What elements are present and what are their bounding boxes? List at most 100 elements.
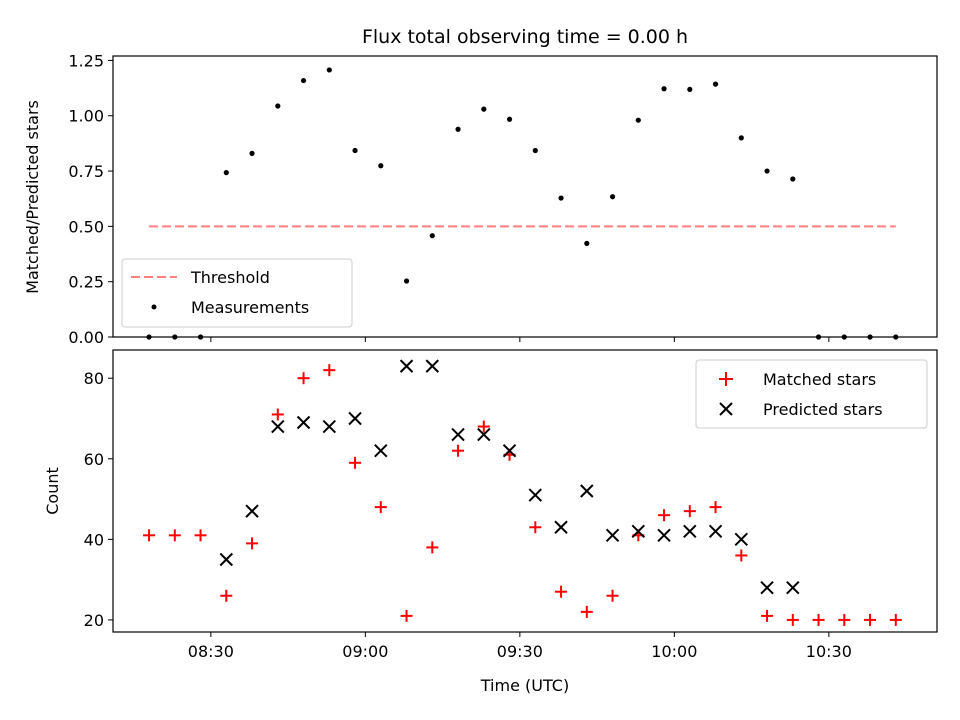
measurement-point bbox=[300, 77, 307, 84]
measurement-point bbox=[378, 163, 384, 169]
predicted-point bbox=[219, 552, 234, 567]
bottom-legend-box bbox=[695, 359, 928, 429]
x-axis-label: Time (UTC) bbox=[480, 676, 569, 695]
matched-point bbox=[374, 501, 387, 514]
predicted-point bbox=[348, 411, 362, 426]
predicted-point bbox=[605, 528, 620, 543]
matched-point bbox=[246, 537, 259, 550]
matched-point bbox=[838, 613, 851, 626]
top-y-tick-label: 0.75 bbox=[68, 162, 104, 181]
measurement-point bbox=[146, 334, 152, 340]
predicted-point bbox=[399, 359, 414, 373]
measurement-point bbox=[661, 86, 667, 92]
predicted-point bbox=[786, 580, 800, 595]
matched-point bbox=[426, 541, 439, 554]
predicted-point bbox=[554, 520, 568, 534]
measurement-point bbox=[712, 81, 719, 87]
measurement-point bbox=[172, 334, 178, 340]
matched-point bbox=[683, 505, 696, 518]
measurement-point bbox=[429, 233, 435, 239]
matched-point bbox=[812, 613, 825, 626]
matched-point bbox=[864, 613, 877, 626]
predicted-point bbox=[760, 580, 774, 595]
legend-measurements-swatch bbox=[151, 304, 157, 310]
measurement-point bbox=[197, 334, 204, 340]
matched-point bbox=[606, 589, 619, 602]
measurement-point bbox=[635, 117, 641, 123]
top-axes-frame bbox=[112, 55, 938, 338]
x-tick-label: 08:30 bbox=[188, 642, 234, 661]
measurement-point bbox=[609, 194, 616, 200]
measurement-point bbox=[223, 170, 229, 176]
matched-point bbox=[889, 613, 902, 626]
bottom-y-tick-label: 60 bbox=[84, 450, 104, 469]
measurement-point bbox=[841, 334, 847, 340]
predicted-point bbox=[271, 419, 285, 434]
measurement-point bbox=[584, 240, 590, 247]
x-tick-label: 09:00 bbox=[342, 642, 388, 661]
top-legend: Threshold Measurements bbox=[121, 258, 353, 328]
predicted-point bbox=[528, 488, 543, 502]
predicted-point bbox=[708, 524, 723, 538]
matched-point bbox=[168, 529, 181, 542]
top-y-tick-label: 0.00 bbox=[68, 328, 104, 347]
matched-point bbox=[452, 444, 465, 457]
bottom-legend: Matched stars Predicted stars bbox=[695, 359, 928, 429]
matched-point bbox=[143, 529, 156, 542]
measurement-point bbox=[532, 147, 538, 154]
legend-matched-label: Matched stars bbox=[763, 370, 876, 389]
bottom-y-tick-label: 80 bbox=[84, 369, 104, 388]
bottom-y-tick-label: 40 bbox=[84, 530, 104, 549]
measurement-point bbox=[455, 126, 461, 132]
top-y-tick-label: 1.25 bbox=[68, 51, 104, 70]
measurement-point bbox=[893, 334, 899, 340]
matched-point bbox=[709, 501, 722, 514]
matched-point bbox=[400, 609, 413, 622]
measurement-point bbox=[481, 106, 487, 112]
chart-title: Flux total observing time = 0.00 h bbox=[362, 26, 688, 48]
matched-point bbox=[323, 364, 336, 377]
top-legend-box bbox=[121, 258, 353, 328]
measurement-point bbox=[815, 334, 822, 340]
measurement-point bbox=[790, 176, 796, 182]
measurement-point bbox=[738, 135, 744, 141]
predicted-point bbox=[683, 524, 697, 538]
matched-point bbox=[580, 605, 593, 618]
matched-point bbox=[297, 372, 310, 385]
predicted-point bbox=[296, 415, 311, 430]
legend-predicted-swatch bbox=[719, 402, 733, 416]
predicted-point bbox=[322, 419, 337, 434]
legend-matched-swatch bbox=[719, 372, 733, 386]
measurement-point bbox=[326, 67, 332, 73]
matched-point bbox=[529, 521, 542, 534]
legend-measurements-label: Measurements bbox=[191, 298, 309, 317]
legend-threshold-label: Threshold bbox=[190, 268, 270, 287]
bottom-y-tick-label: 20 bbox=[84, 611, 104, 630]
matched-point bbox=[735, 549, 748, 562]
measurement-point bbox=[867, 334, 873, 340]
predicted-point bbox=[451, 427, 465, 442]
predicted-point bbox=[502, 444, 517, 458]
bottom-axes-frame bbox=[112, 349, 938, 633]
predicted-point bbox=[734, 532, 749, 547]
measurement-point bbox=[275, 103, 281, 109]
measurement-point bbox=[506, 116, 513, 122]
measurement-point bbox=[687, 86, 693, 93]
predicted-point bbox=[631, 524, 646, 538]
top-y-tick-label: 0.25 bbox=[68, 273, 104, 292]
measurement-point bbox=[558, 195, 564, 201]
measurement-point bbox=[764, 168, 770, 174]
matched-point bbox=[786, 613, 799, 626]
predicted-point bbox=[425, 359, 440, 373]
matched-point bbox=[271, 408, 284, 421]
x-tick-label: 09:30 bbox=[497, 642, 543, 661]
predicted-point bbox=[245, 504, 259, 518]
measurement-point bbox=[352, 147, 358, 154]
bottom-y-axis-label: Count bbox=[43, 467, 62, 515]
measurement-point bbox=[249, 150, 255, 156]
matched-point bbox=[349, 456, 362, 469]
matched-point bbox=[477, 420, 490, 433]
top-y-axis-label: Matched/Predicted stars bbox=[23, 100, 42, 294]
top-panel: 0.00 0.25 0.50 0.75 1.00 1.25 Matched/Predict… bbox=[23, 51, 938, 347]
